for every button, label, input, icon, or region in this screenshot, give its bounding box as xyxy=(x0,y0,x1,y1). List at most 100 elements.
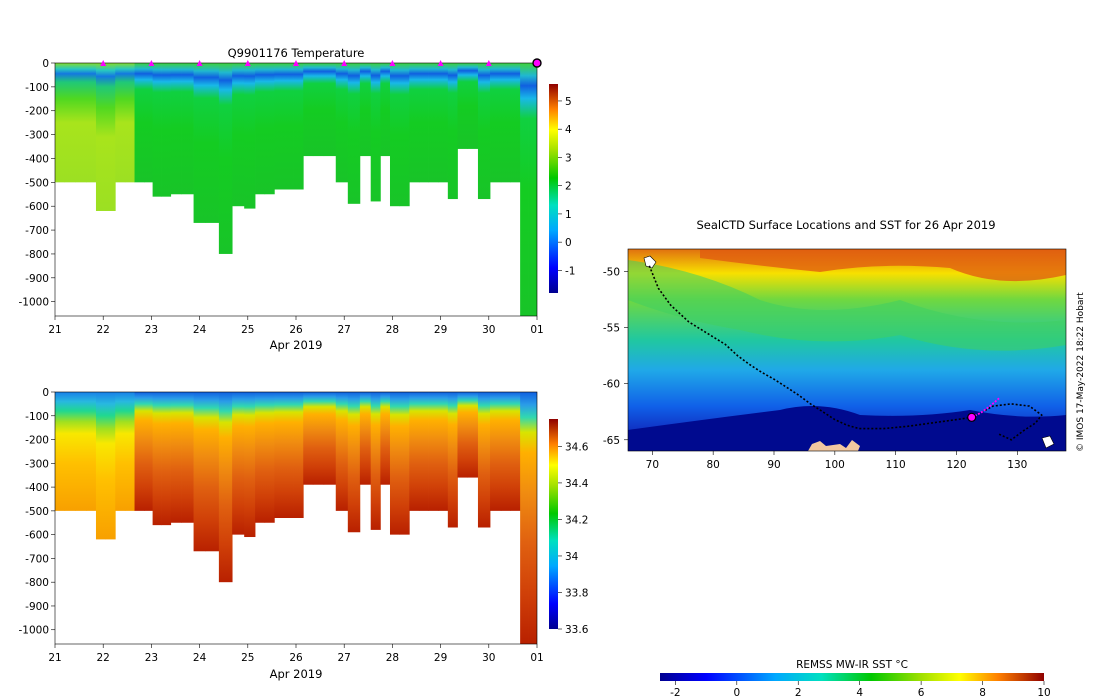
sst-cbar-tick-label: 0 xyxy=(733,687,740,699)
salinity-ytick-label: -100 xyxy=(25,411,49,423)
profile-column xyxy=(152,392,162,526)
temperature-xtick-label: 24 xyxy=(193,324,207,336)
profile-column xyxy=(490,392,502,511)
profile-markers xyxy=(100,58,542,68)
profile-column xyxy=(323,392,337,485)
map-xtick-label: 80 xyxy=(706,459,719,471)
profile-column xyxy=(283,63,294,190)
profile-column xyxy=(520,63,529,316)
profile-column xyxy=(370,392,381,530)
daily-profile-marker xyxy=(196,60,203,66)
temperature-colorbar xyxy=(549,84,558,293)
salinity-ytick-label: -800 xyxy=(25,577,49,589)
temperature-xtick-label: 22 xyxy=(97,324,110,336)
profile-column xyxy=(500,392,511,511)
profile-column xyxy=(86,63,97,183)
profile-column xyxy=(205,392,220,552)
sst-colorbar-label: REMSS MW-IR SST °C xyxy=(796,659,908,671)
profile-column xyxy=(477,392,491,528)
profile-column xyxy=(380,392,391,485)
profile-column xyxy=(55,63,66,183)
profile-column xyxy=(447,392,458,528)
profile-column xyxy=(380,63,391,157)
temperature-xtick-label: 28 xyxy=(386,324,399,336)
temperature-cbar-tick-label: 5 xyxy=(565,96,572,108)
profile-column xyxy=(389,392,401,535)
temperature-panel: Q9901176 Temperature 0 -100 -200 -300 -400 -5… xyxy=(18,46,575,352)
profile-column xyxy=(144,63,154,183)
profile-column xyxy=(335,392,349,511)
salinity-ytick-label: -400 xyxy=(25,482,49,494)
temperature-ytick-label: -700 xyxy=(25,225,49,237)
profile-column xyxy=(303,63,314,157)
map-credit: © IMOS 17-May-2022 18:22 Hobart xyxy=(1076,292,1086,452)
profile-column xyxy=(467,63,479,149)
profile-column xyxy=(477,63,491,200)
profile-column xyxy=(370,63,381,202)
green-plume xyxy=(628,260,1066,351)
temperature-ytick-label: -300 xyxy=(25,130,49,142)
profile-column xyxy=(255,63,266,195)
salinity-ytick-label: -200 xyxy=(25,435,49,447)
map-ytick-label: -55 xyxy=(603,323,620,335)
salinity-cbar-tick-label: 33.6 xyxy=(565,624,589,636)
profile-column xyxy=(428,392,439,511)
temperature-xtick-label: 30 xyxy=(482,324,495,336)
salinity-xtick-label: 21 xyxy=(48,652,61,664)
map-ytick-label: -65 xyxy=(603,435,620,447)
profile-column xyxy=(134,63,145,183)
profile-column xyxy=(418,63,429,183)
profile-column xyxy=(274,392,285,518)
map-xtick-label: 110 xyxy=(886,459,906,471)
sst-colorbar xyxy=(660,673,1044,681)
profile-column xyxy=(244,63,256,209)
map-ytick-label: -50 xyxy=(603,266,620,278)
salinity-xtick-label: 24 xyxy=(193,652,207,664)
map-xtick-label: 130 xyxy=(1007,459,1027,471)
profile-column xyxy=(389,63,401,207)
profile-column xyxy=(161,63,172,197)
map-latitude-axis: -50 -55 -60 -65 xyxy=(603,266,628,447)
map-ytick-label: -60 xyxy=(603,379,620,391)
profile-column xyxy=(500,63,511,183)
temperature-x-axis: 21 22 23 24 25 26 27 28 29 30 01 xyxy=(48,316,544,336)
temperature-ytick-label: 0 xyxy=(42,58,49,70)
profile-column xyxy=(467,392,479,478)
profile-column xyxy=(218,63,233,254)
profile-column xyxy=(55,392,66,511)
temperature-xtick-label: 27 xyxy=(338,324,351,336)
temperature-xtick-label: 25 xyxy=(241,324,254,336)
profile-column xyxy=(264,63,275,195)
profile-column xyxy=(457,392,468,478)
temperature-ytick-label: -900 xyxy=(25,273,49,285)
salinity-cbar-tick-label: 34 xyxy=(565,551,579,563)
profile-column xyxy=(64,63,76,183)
salinity-ytick-label: -600 xyxy=(25,530,49,542)
salinity-xtick-label: 27 xyxy=(338,652,351,664)
temperature-cbar-tick-label: 3 xyxy=(565,152,572,164)
salinity-panel: 0 -100 -200 -300 -400 -500 -600 -700 -800 -900 -10… xyxy=(18,387,588,681)
profile-column xyxy=(520,392,529,644)
temperature-cbar-tick-label: 2 xyxy=(565,181,572,193)
profile-column xyxy=(232,392,245,535)
temperature-ytick-label: -600 xyxy=(25,201,49,213)
profile-column xyxy=(115,392,126,511)
current-position-marker xyxy=(967,412,977,422)
profile-column xyxy=(510,392,521,511)
map-longitude-axis: 70 80 90 100 110 120 130 xyxy=(646,451,1027,471)
temperature-cbar-tick-label: 0 xyxy=(565,237,572,249)
profile-column xyxy=(218,392,233,583)
sst-cbar-tick-label: 2 xyxy=(795,687,802,699)
salinity-ytick-label: -300 xyxy=(25,458,49,470)
profile-column xyxy=(244,392,256,538)
profile-column xyxy=(409,63,420,183)
profile-column xyxy=(181,392,194,523)
temperature-ytick-label: -800 xyxy=(25,249,49,261)
salinity-cbar-tick-label: 34.2 xyxy=(565,514,588,526)
sst-field xyxy=(628,249,1066,451)
profile-column xyxy=(418,392,429,511)
profile-column xyxy=(293,392,304,518)
profile-column xyxy=(293,63,304,190)
profile-column xyxy=(255,392,266,523)
warm-water-patch xyxy=(700,249,1066,282)
